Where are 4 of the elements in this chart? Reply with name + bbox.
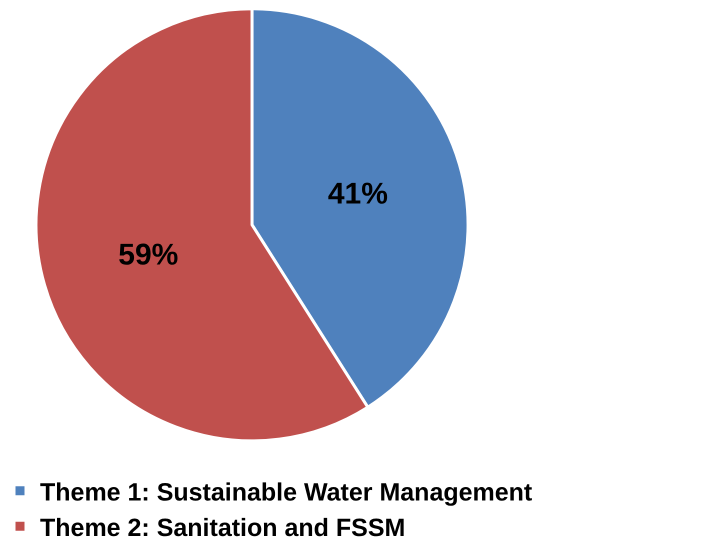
data-label: 59% — [118, 238, 178, 272]
data-label: 41% — [328, 178, 388, 211]
legend-label: Theme 1: Sustainable Water Management — [40, 478, 533, 506]
legend-label: Theme 2: Sanitation and FSSM — [40, 514, 406, 542]
